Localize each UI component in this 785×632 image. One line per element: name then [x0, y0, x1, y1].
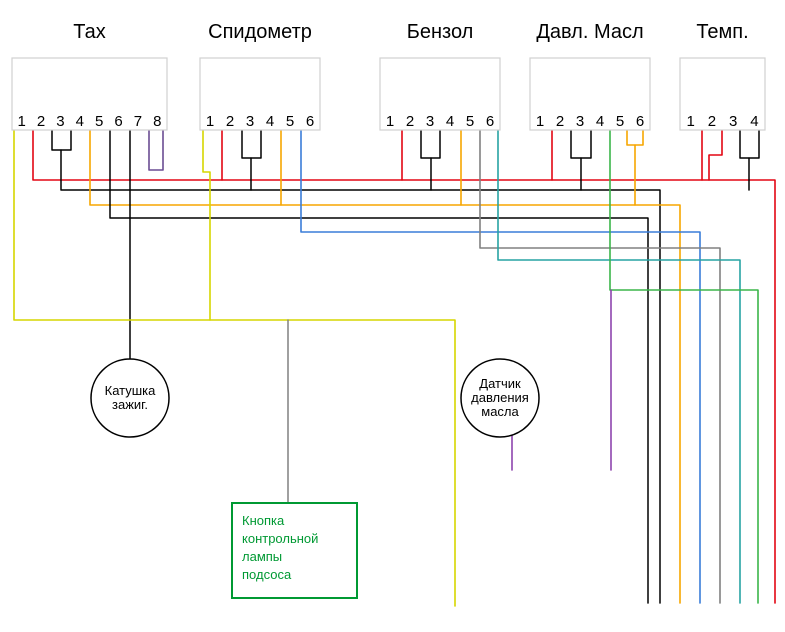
pin-label-tach-2: 2 — [37, 113, 45, 130]
pin-label-tach-8: 8 — [153, 113, 161, 130]
node-sensor: Датчикдавлениямасла — [461, 359, 539, 437]
gauge-temp: Темп. 1234 — [680, 21, 765, 130]
pin-label-fuel-2: 2 — [406, 113, 414, 130]
pin-label-tach-5: 5 — [95, 113, 103, 130]
node-text-button-2: лампы — [242, 549, 282, 564]
wire-22 — [149, 130, 163, 170]
pin-label-speed-3: 3 — [246, 113, 254, 130]
wire-25 — [498, 130, 740, 603]
node-text-button-3: подсоса — [242, 567, 292, 582]
pin-label-tach-1: 1 — [18, 113, 26, 130]
node-text-coil-1: зажиг. — [112, 397, 148, 412]
gauge-label-fuel: Бензол — [407, 21, 474, 43]
wiring-diagram: Тах12345678Спидометр123456Бензол123456Да… — [0, 0, 785, 632]
pin-label-speed-4: 4 — [266, 113, 274, 130]
pin-label-oil-3: 3 — [576, 113, 584, 130]
gauge-label-speed: Спидометр — [208, 21, 312, 43]
pin-label-temp-2: 2 — [708, 113, 716, 130]
pin-label-fuel-1: 1 — [386, 113, 394, 130]
node-text-coil-0: Катушка — [105, 383, 157, 398]
pin-label-speed-6: 6 — [306, 113, 314, 130]
gauge-fuel: Бензол 123456 — [380, 21, 500, 130]
pin-label-speed-1: 1 — [206, 113, 214, 130]
pin-label-speed-5: 5 — [286, 113, 294, 130]
node-text-button-0: Кнопка — [242, 513, 285, 528]
pin-label-fuel-3: 3 — [426, 113, 434, 130]
gauge-tach: Тах 12345678 — [12, 21, 167, 130]
pin-label-tach-3: 3 — [56, 113, 64, 130]
gauge-speed: Спидометр 123456 — [200, 21, 320, 130]
gauge-box-fuel — [380, 58, 500, 130]
gauge-label-tach: Тах — [73, 21, 105, 43]
gauge-label-temp: Темп. — [696, 21, 748, 43]
pin-label-speed-2: 2 — [226, 113, 234, 130]
nodes: Катушказажиг. Датчикдавлениямасла Кнопка ко… — [91, 359, 539, 598]
node-text-sensor-1: давления — [471, 390, 529, 405]
pin-label-oil-4: 4 — [596, 113, 604, 130]
pin-label-temp-3: 3 — [729, 113, 737, 130]
gauge-box-oil — [530, 58, 650, 130]
pin-label-oil-6: 6 — [636, 113, 644, 130]
gauge-oil: Давл. Масл 123456 — [530, 21, 650, 130]
wire-20 — [110, 130, 648, 603]
wire-11 — [571, 130, 591, 158]
node-text-sensor-0: Датчик — [479, 376, 521, 391]
gauge-box-speed — [200, 58, 320, 130]
node-text-button-1: контрольной — [242, 531, 318, 546]
pin-label-tach-4: 4 — [76, 113, 84, 130]
gauge-box-tach — [12, 58, 167, 130]
wire-15 — [90, 130, 680, 603]
pin-label-fuel-5: 5 — [466, 113, 474, 130]
pin-label-tach-6: 6 — [114, 113, 122, 130]
wire-5 — [52, 130, 71, 150]
pin-label-fuel-4: 4 — [446, 113, 454, 130]
pin-label-oil-2: 2 — [556, 113, 564, 130]
pin-label-tach-7: 7 — [134, 113, 142, 130]
wire-30 — [203, 130, 210, 320]
pin-label-temp-1: 1 — [686, 113, 694, 130]
gauge-label-oil: Давл. Масл — [536, 21, 643, 43]
pin-label-fuel-6: 6 — [486, 113, 494, 130]
node-button: Кнопка контрольной лампы подсоса — [232, 503, 357, 598]
pin-label-temp-4: 4 — [750, 113, 758, 130]
wire-9 — [421, 130, 440, 158]
wire-32 — [709, 130, 722, 180]
gauges: Тах12345678Спидометр123456Бензол123456Да… — [12, 21, 765, 130]
pin-label-oil-5: 5 — [616, 113, 624, 130]
wire-18 — [627, 130, 643, 145]
node-coil: Катушказажиг. — [91, 359, 169, 437]
wire-7 — [242, 130, 261, 158]
node-text-sensor-2: масла — [481, 404, 519, 419]
wire-26 — [610, 130, 758, 603]
wire-13 — [740, 130, 759, 158]
pin-label-oil-1: 1 — [536, 113, 544, 130]
